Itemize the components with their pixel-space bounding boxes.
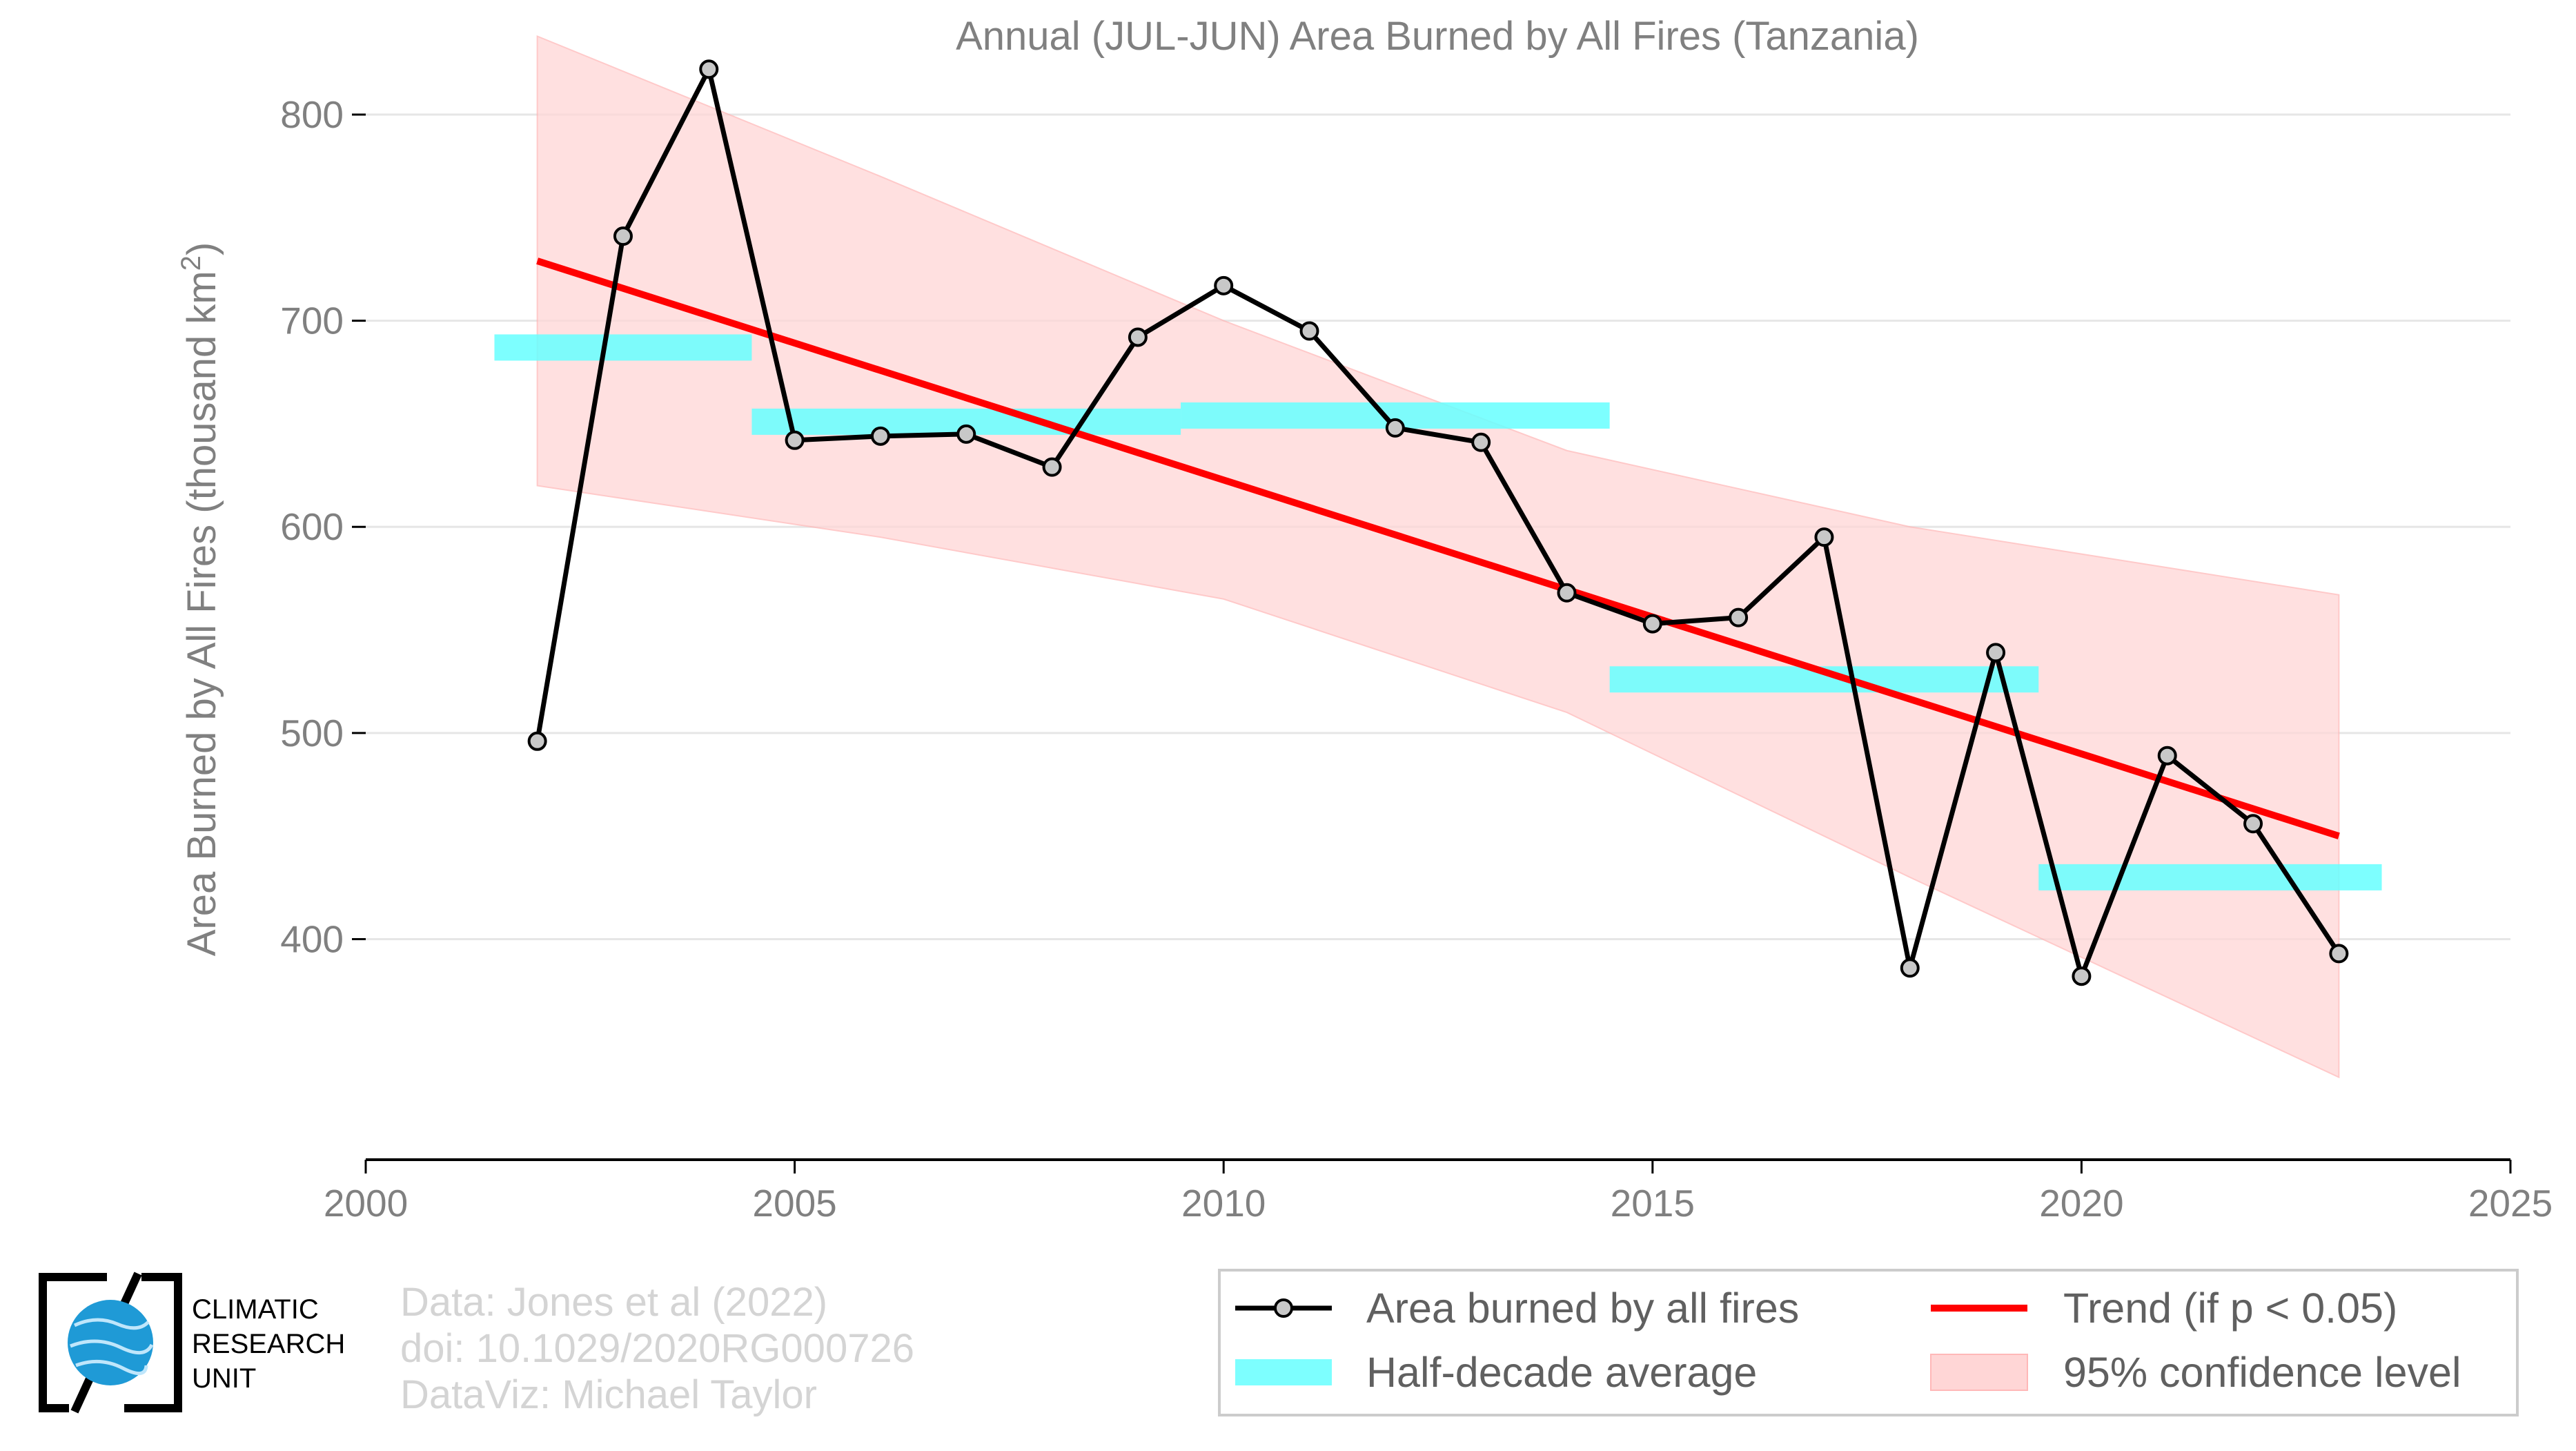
legend-half-decade-swatch (1235, 1359, 1332, 1385)
data-point (1214, 275, 1234, 295)
data-point (2329, 944, 2349, 964)
data-point (1814, 527, 1834, 547)
y-tick-label: 400 (280, 917, 344, 960)
confidence-band (536, 35, 2340, 1079)
globe-swirl-1 (73, 1318, 150, 1330)
logo-bracket-left (39, 1273, 107, 1412)
credit-dataviz: DataViz: Michael Taylor (400, 1372, 817, 1417)
data-point (1042, 457, 1062, 477)
data-point (2072, 966, 2092, 986)
y-axis-label: Area Burned by All Fires (thousand km2) (176, 242, 224, 957)
y-tick-label: 600 (280, 505, 344, 548)
legend-trend-label: Trend (if p < 0.05) (2063, 1285, 2397, 1332)
x-tick-label: 2005 (752, 1182, 836, 1225)
data-point (870, 426, 890, 446)
legend-band-swatch (1930, 1354, 2028, 1391)
legend: Area burned by all fires Half-decade ave… (1218, 1269, 2519, 1416)
logo-text-line2: RESEARCH (192, 1329, 345, 1359)
axes: 400 500 600 700 800 2000 2005 2010 2015 2020 2025 (280, 93, 2553, 1225)
data-point (1900, 958, 1920, 978)
x-tick-label: 2025 (2468, 1182, 2553, 1225)
credit-data-source: Data: Jones et al (2022) (400, 1280, 827, 1325)
legend-series-label: Area burned by all fires (1366, 1285, 1799, 1332)
half-decade-average-layer (494, 334, 2382, 890)
half-decade-bar (2038, 864, 2382, 890)
data-point (2157, 746, 2177, 766)
confidence-band-layer (536, 35, 2340, 1079)
globe-swirl-3 (75, 1359, 148, 1375)
series-layer (527, 59, 2349, 986)
data-point (699, 59, 719, 79)
legend-frame (1218, 1269, 2519, 1416)
data-point (956, 424, 976, 444)
data-point (2243, 814, 2263, 834)
data-point (1986, 643, 2006, 663)
y-tick-label: 700 (280, 300, 344, 342)
trend-layer (536, 257, 2340, 839)
legend-half-decade-label: Half-decade average (1366, 1349, 1757, 1396)
legend-series-marker-swatch (1274, 1298, 1293, 1318)
trend-line (536, 257, 2340, 839)
x-tick-label: 2000 (324, 1182, 408, 1225)
logo-bracket-right (124, 1273, 182, 1412)
data-point (1729, 607, 1749, 627)
data-point (785, 430, 805, 450)
x-tick-label: 2010 (1181, 1182, 1266, 1225)
data-point (1299, 321, 1319, 341)
data-point (1385, 418, 1405, 438)
x-tick-label: 2015 (1611, 1182, 1695, 1225)
half-decade-bar (494, 334, 752, 361)
x-tick-label: 2020 (2039, 1182, 2123, 1225)
credit-doi: doi: 10.1029/2020RG000726 (400, 1326, 914, 1371)
data-point (527, 731, 547, 751)
data-point (1557, 583, 1577, 603)
data-point (1128, 327, 1148, 347)
series-line (535, 66, 2341, 979)
legend-band-label: 95% confidence level (2063, 1349, 2461, 1396)
data-point (1471, 432, 1491, 452)
chart-title: Annual (JUL-JUN) Area Burned by All Fire… (956, 14, 1919, 59)
data-point (1642, 614, 1662, 634)
logo-text-line1: CLIMATIC (192, 1294, 319, 1325)
logo-text-line3: UNIT (192, 1363, 256, 1394)
y-tick-label: 800 (280, 93, 344, 136)
cru-logo: CLIMATIC RESEARCH UNIT (39, 1272, 345, 1414)
data-point (613, 226, 633, 246)
globe-swirl-2 (70, 1339, 154, 1354)
y-tick-label: 500 (280, 712, 344, 754)
